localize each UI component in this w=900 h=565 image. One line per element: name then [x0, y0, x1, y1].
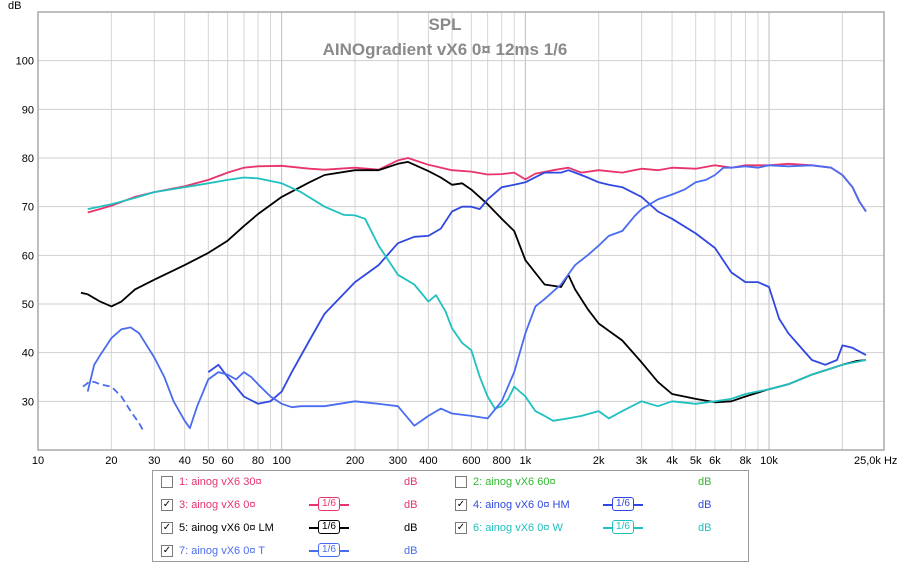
legend-row: ✓ 3: ainog vX6 0¤ 1/6 dB — [161, 496, 451, 514]
legend-smoothing-button[interactable]: 1/6 — [318, 497, 340, 511]
x-tick-label: 800 — [493, 455, 511, 467]
x-tick-label: 80 — [252, 455, 264, 467]
legend-smoothing-button[interactable]: 1/6 — [612, 520, 634, 534]
x-tick-label: 6k — [709, 455, 721, 467]
legend-row: ✓ 4: ainog vX6 0¤ HM 1/6 dB — [455, 496, 745, 514]
legend-row: 2: ainog vX6 60¤ dB — [455, 473, 745, 491]
x-tick-label: 40 — [179, 455, 191, 467]
x-tick-label: 1k — [520, 455, 532, 467]
legend-smoothing-button[interactable]: 1/6 — [318, 520, 340, 534]
legend: 1: ainog vX6 30¤ dB 2: ainog vX6 60¤ dB ✓ 3: … — [152, 470, 749, 562]
series-line — [86, 164, 867, 429]
y-tick-label: 80 — [22, 153, 34, 165]
x-tick-label: 5k — [690, 455, 702, 467]
x-tick-label: 8k — [740, 455, 752, 467]
x-tick-label: 50 — [202, 455, 214, 467]
legend-unit: dB — [698, 499, 712, 511]
legend-checkbox[interactable]: ✓ — [455, 522, 467, 534]
plot-frame — [37, 11, 885, 451]
legend-checkbox[interactable]: ✓ — [161, 499, 173, 511]
x-tick-label: 10k — [760, 455, 778, 467]
legend-checkbox[interactable] — [455, 476, 467, 488]
x-tick-label: 100 — [272, 455, 290, 467]
series-lines — [80, 157, 867, 431]
legend-label: 4: ainog vX6 0¤ HM — [473, 499, 570, 511]
x-tick-label: 3k — [636, 455, 648, 467]
legend-row: ✓ 6: ainog vX6 0¤ W 1/6 dB — [455, 519, 745, 537]
series-partial-line — [80, 291, 88, 296]
legend-unit: dB — [698, 476, 712, 488]
legend-unit: dB — [404, 499, 418, 511]
legend-checkbox[interactable]: ✓ — [455, 499, 467, 511]
y-tick-label: 40 — [22, 348, 34, 360]
legend-row: ✓ 5: ainog vX6 0¤ LM 1/6 dB — [161, 519, 451, 537]
y-tick-label: 30 — [22, 396, 34, 408]
x-tick-label: 300 — [389, 455, 407, 467]
x-tick-label: 600 — [462, 455, 480, 467]
legend-label: 7: ainog vX6 0¤ T — [179, 545, 266, 557]
legend-label: 5: ainog vX6 0¤ LM — [179, 522, 274, 534]
y-tick-label: 90 — [22, 104, 34, 116]
y-tick-labels: 30 40 50 60 70 80 90 100 — [16, 56, 34, 409]
y-axis-label: dB — [8, 0, 21, 12]
legend-checkbox[interactable] — [161, 476, 173, 488]
legend-unit: dB — [404, 522, 418, 534]
legend-unit: dB — [404, 545, 418, 557]
legend-label: 6: ainog vX6 0¤ W — [473, 522, 563, 534]
x-tick-label: 200 — [346, 455, 364, 467]
legend-unit: dB — [404, 476, 418, 488]
legend-label: 2: ainog vX6 60¤ — [473, 476, 556, 488]
y-tick-label: 50 — [22, 299, 34, 311]
x-tick-label: 25,0k Hz — [854, 455, 897, 467]
x-tick-label: 30 — [148, 455, 160, 467]
legend-row: 1: ainog vX6 30¤ dB — [161, 473, 451, 491]
legend-smoothing-button[interactable]: 1/6 — [318, 543, 340, 557]
y-tick-label: 60 — [22, 250, 34, 262]
plot-background — [38, 12, 884, 450]
legend-label: 1: ainog vX6 30¤ — [179, 476, 262, 488]
x-tick-label: 20 — [105, 455, 117, 467]
series-line — [207, 169, 867, 405]
legend-checkbox[interactable]: ✓ — [161, 545, 173, 557]
chart-subtitle: AINOgradient vX6 0¤ 12ms 1/6 — [323, 40, 568, 59]
chart-title: SPL — [428, 15, 461, 34]
spl-chart: 30 40 50 60 70 80 90 100 10 20 30 40 50 60 80 100 200 30… — [8, 0, 898, 467]
series-line — [87, 176, 867, 422]
y-tick-label: 70 — [22, 202, 34, 214]
series-line — [87, 161, 867, 404]
x-tick-label: 400 — [419, 455, 437, 467]
y-tick-label: 100 — [16, 56, 34, 68]
legend-unit: dB — [698, 522, 712, 534]
legend-smoothing-button[interactable]: 1/6 — [612, 497, 634, 511]
legend-label: 3: ainog vX6 0¤ — [179, 499, 256, 511]
x-tick-labels: 10 20 30 40 50 60 80 100 200 300 400 600 800 1k 2k 3k 4k… — [32, 455, 898, 467]
legend-checkbox[interactable]: ✓ — [161, 522, 173, 534]
x-tick-label: 2k — [593, 455, 605, 467]
legend-row: ✓ 7: ainog vX6 0¤ T 1/6 dB — [161, 542, 451, 560]
series-partial-line — [82, 381, 144, 431]
x-tick-label: 4k — [666, 455, 678, 467]
x-tick-label: 60 — [221, 455, 233, 467]
x-tick-label: 10 — [32, 455, 44, 467]
